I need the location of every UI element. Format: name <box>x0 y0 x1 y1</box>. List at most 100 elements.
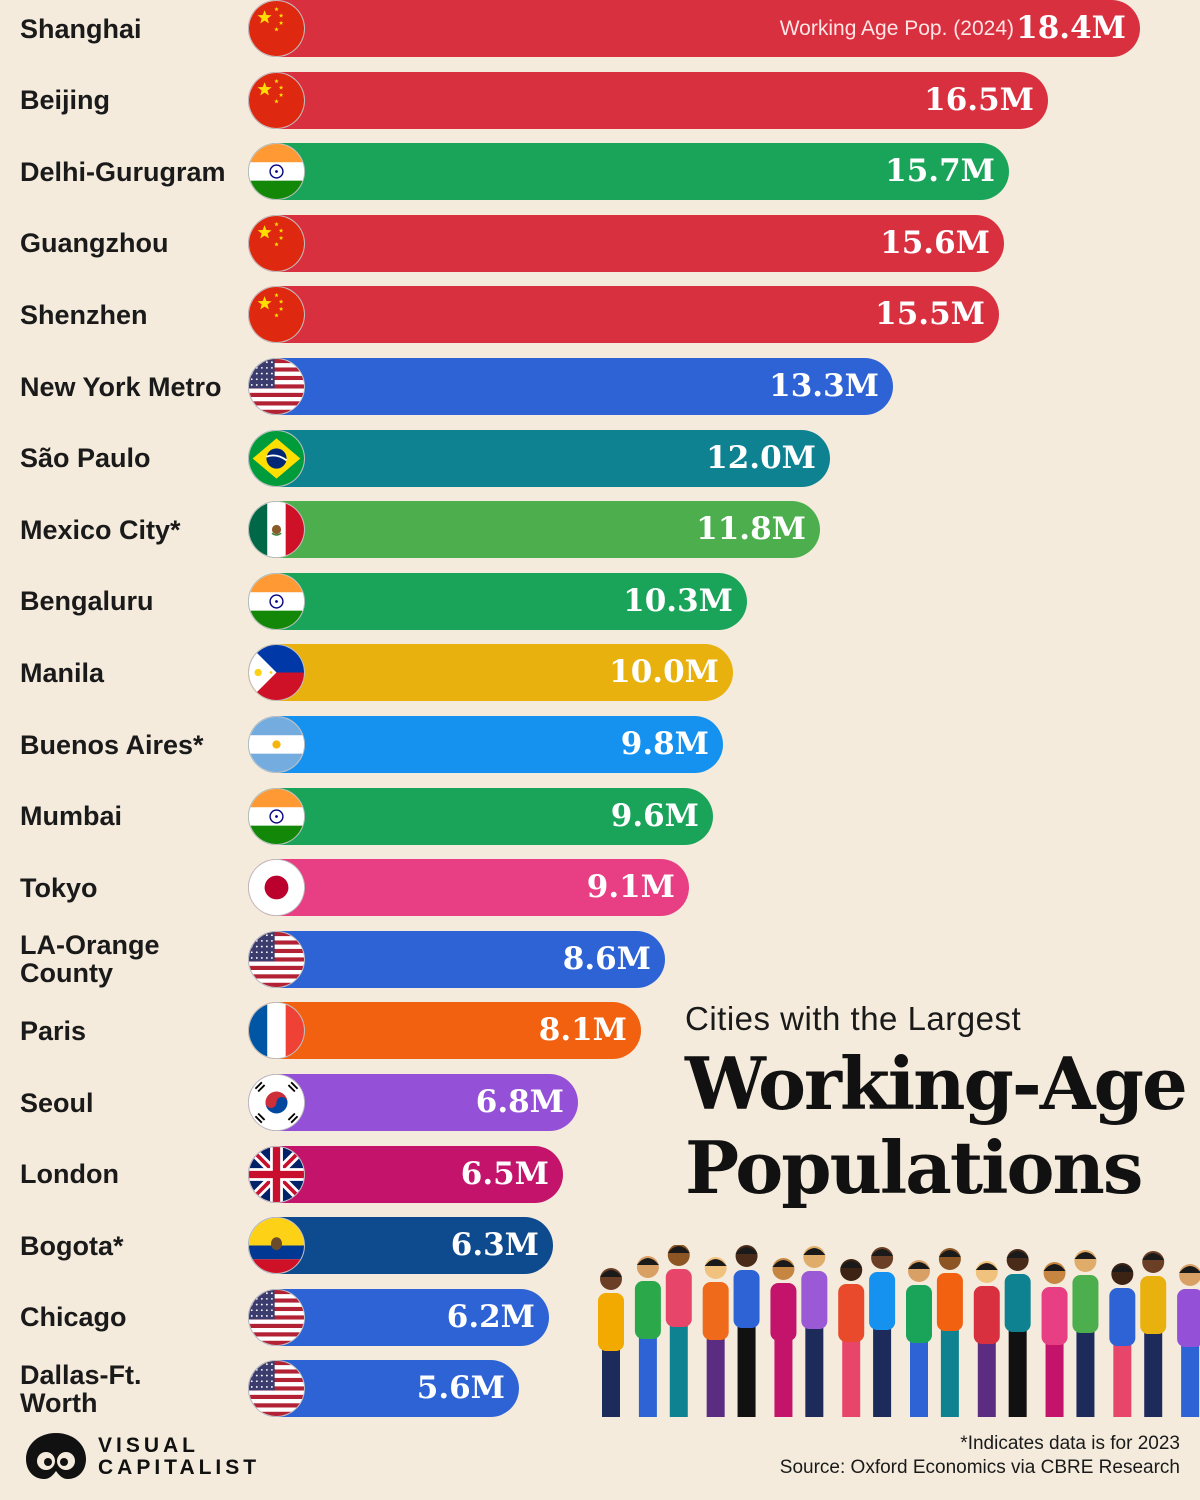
city-label: Buenos Aires* <box>20 729 204 760</box>
bar: 9.8M <box>248 716 723 773</box>
france-flag-icon <box>248 1002 305 1060</box>
city-label: New York Metro <box>20 371 222 402</box>
bar: 12.0M <box>248 429 830 487</box>
bar-value-label: 6.2M <box>446 1298 535 1335</box>
bar-value-label: 9.6M <box>610 797 699 834</box>
bar: 10.0M <box>248 644 733 702</box>
bar-value-label: 8.1M <box>538 1012 627 1049</box>
bar-value-label: 9.8M <box>620 726 709 762</box>
bar: 8.1M <box>248 1002 641 1060</box>
bar-value-label: 18.4M <box>1016 10 1126 46</box>
bar-value-label: 8.6M <box>562 940 651 977</box>
china-flag-icon <box>248 214 305 272</box>
city-label: London <box>20 1159 119 1190</box>
source-text: Source: Oxford Economics via CBRE Resear… <box>779 1457 1180 1478</box>
india-flag-icon <box>248 572 305 630</box>
person-figure <box>733 1245 760 1417</box>
city-label: Delhi-Gurugram <box>20 156 226 187</box>
city-label: Guangzhou <box>20 228 169 259</box>
uk-flag-icon <box>248 1145 305 1203</box>
bar: 15.6M <box>248 214 1004 272</box>
bar-value-label: 10.0M <box>609 654 719 691</box>
bar-value-label: 10.3M <box>623 582 733 619</box>
person-figure <box>1004 1249 1031 1417</box>
brand-name-line1: VISUAL <box>98 1434 200 1457</box>
city-label: LA-Orange County <box>20 930 160 989</box>
bar-value-label: 6.8M <box>475 1084 564 1120</box>
person-figure <box>1177 1264 1200 1417</box>
china-flag-icon <box>248 286 305 344</box>
chart-subtitle: Cities with the Largest <box>685 1000 1022 1037</box>
person-figure <box>770 1258 797 1417</box>
bar-value-label: 9.1M <box>586 869 675 906</box>
bar: 10.3M <box>248 572 747 630</box>
japan-flag-icon <box>248 859 305 917</box>
person-figure <box>665 1245 692 1417</box>
usa-flag-icon <box>248 930 305 988</box>
usa-flag-icon <box>248 1288 305 1346</box>
bar-value-label: 15.7M <box>885 153 995 190</box>
bar-value-label: 12.0M <box>706 439 816 476</box>
usa-flag-icon <box>248 1360 305 1418</box>
bar: 18.4M Working Age Pop. (2024) <box>248 0 1140 57</box>
city-label: Dallas-Ft. Worth <box>20 1359 142 1418</box>
person-figure <box>869 1247 896 1417</box>
china-flag-icon <box>248 0 305 57</box>
person-figure <box>838 1259 865 1417</box>
bar-value-label: 15.6M <box>880 224 990 261</box>
person-figure <box>936 1248 963 1417</box>
bar-value-label: 11.8M <box>696 511 806 548</box>
person-figure <box>1072 1250 1099 1417</box>
bar: 9.6M <box>248 787 713 845</box>
usa-flag-icon <box>248 358 305 415</box>
person-figure <box>634 1256 661 1417</box>
china-flag-icon <box>248 71 305 129</box>
south-korea-flag-icon <box>248 1074 305 1131</box>
person-figure <box>801 1246 828 1417</box>
argentina-flag-icon <box>248 716 305 773</box>
bar-value-label: 16.5M <box>924 81 1034 118</box>
bar: 9.1M <box>248 859 689 917</box>
city-label: Shanghai <box>20 13 142 44</box>
city-label: Bengaluru <box>20 586 154 617</box>
india-flag-icon <box>248 143 305 201</box>
person-figure <box>598 1268 624 1417</box>
footnote-block: *Indicates data is for 2023 Source: Oxfo… <box>780 1432 1180 1480</box>
person-figure <box>906 1260 932 1417</box>
city-label: Tokyo <box>20 872 98 903</box>
chart-title-line: Populations <box>685 1125 1143 1210</box>
city-label: Paris <box>20 1015 87 1046</box>
mexico-flag-icon <box>248 501 305 559</box>
chart-title: Working-Age Populations <box>685 1041 1188 1210</box>
city-label: São Paulo <box>20 443 151 474</box>
bar-value-label: 13.3M <box>769 368 879 404</box>
city-label: Seoul <box>20 1087 94 1118</box>
bar-value-note: Working Age Pop. (2024) <box>779 17 1014 40</box>
brazil-flag-icon <box>248 429 305 487</box>
bar: 15.7M <box>248 143 1009 201</box>
chart-title-block: Cities with the Largest Working-Age Popul… <box>685 1000 1188 1210</box>
city-label: Mumbai <box>20 801 123 832</box>
city-label: Bogota* <box>20 1230 124 1261</box>
brand-name-line2: CAPITALIST <box>98 1456 261 1479</box>
visual-capitalist-logo-icon <box>26 1433 86 1479</box>
bar: 11.8M <box>248 501 820 559</box>
city-label: Mexico City* <box>20 514 181 545</box>
bar: 8.6M <box>248 930 665 988</box>
city-label: Manila <box>20 657 105 688</box>
colombia-flag-icon <box>248 1217 305 1275</box>
chart-title-line: Working-Age <box>685 1041 1188 1126</box>
bar: 13.3M <box>248 358 893 415</box>
philippines-flag-icon <box>248 644 305 702</box>
city-label: Shenzhen <box>20 299 148 330</box>
city-label: Chicago <box>20 1302 127 1333</box>
city-label: Beijing <box>20 85 111 116</box>
bar-value-label: 6.5M <box>460 1155 549 1192</box>
bar-value-label: 5.6M <box>416 1370 505 1407</box>
brand-logo: VISUAL CAPITALIST <box>20 1425 260 1485</box>
person-figure <box>1109 1263 1136 1417</box>
india-flag-icon <box>248 787 305 845</box>
bar-value-label: 15.5M <box>875 296 985 333</box>
bar-value-label: 6.3M <box>450 1227 539 1264</box>
